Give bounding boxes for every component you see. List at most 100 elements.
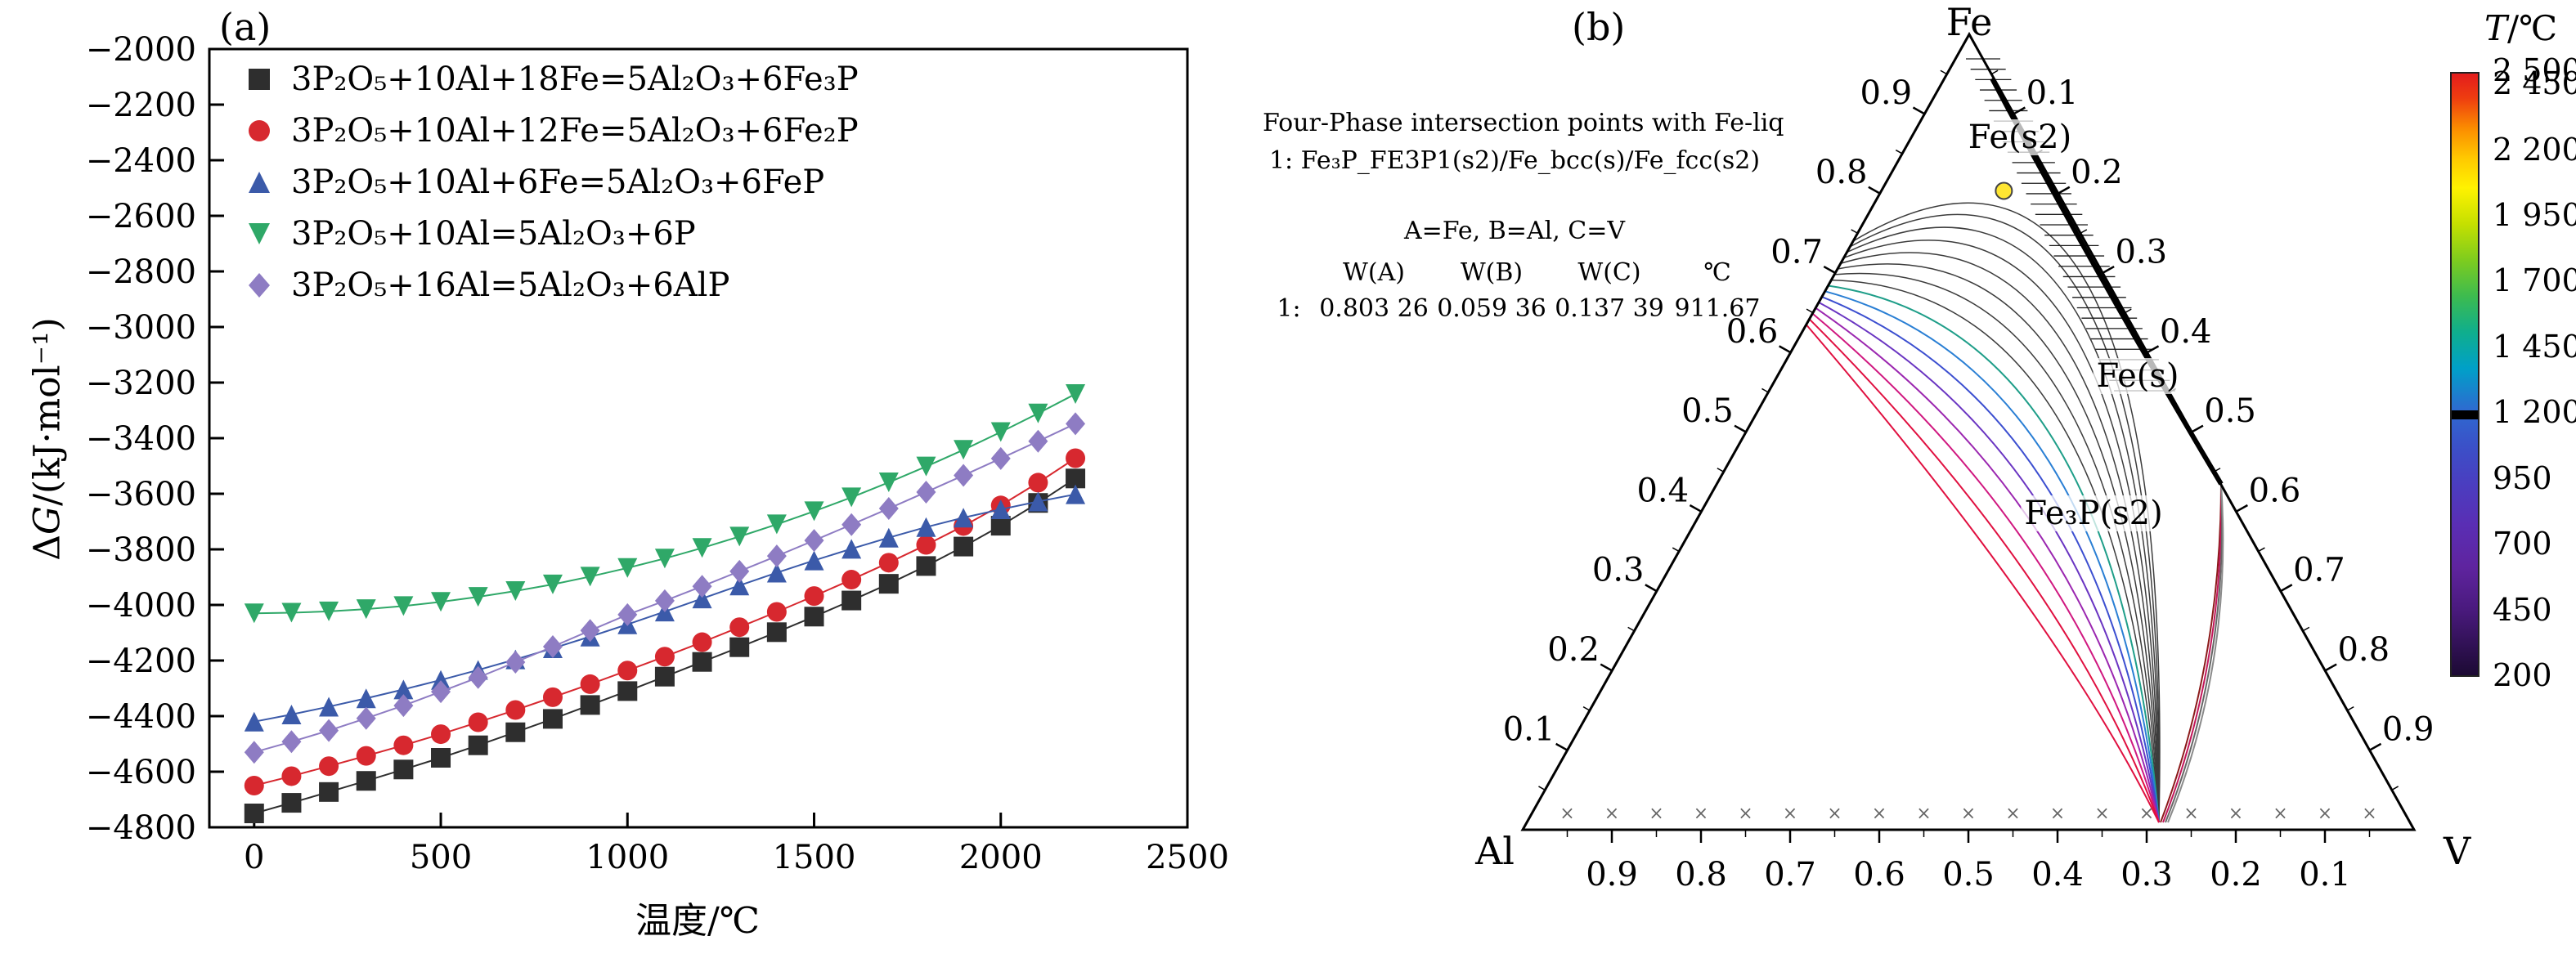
legend-label: 3P₂O₅+10Al=5Al₂O₃+6P: [291, 215, 696, 253]
svg-text:0.5: 0.5: [1942, 856, 1995, 894]
svg-text:−4400: −4400: [86, 698, 196, 736]
svg-text:×: ×: [1961, 804, 1976, 824]
colorbar-tick-label: 1 950: [2493, 196, 2576, 233]
region-label-fe3p-s2: Fe₃P(s2): [2021, 495, 2166, 531]
annotation-line-1: Four-Phase intersection points with Fe-l…: [1263, 109, 1784, 137]
svg-text:×: ×: [1783, 804, 1797, 824]
svg-text:−2800: −2800: [86, 253, 196, 291]
svg-text:×: ×: [2050, 804, 2065, 824]
svg-text:0.6: 0.6: [1853, 856, 1905, 894]
ternary-vertex-v: V: [2444, 829, 2471, 873]
svg-text:×: ×: [2273, 804, 2287, 824]
colorbar-title-units: /℃: [2507, 8, 2558, 48]
diamond-marker-icon: [249, 273, 270, 298]
svg-text:×: ×: [1694, 804, 1708, 824]
svg-text:−2600: −2600: [86, 198, 196, 235]
colorbar-tick-label: 200: [2493, 657, 2552, 693]
svg-text:−3600: −3600: [86, 476, 196, 513]
svg-text:0.4: 0.4: [2031, 856, 2084, 894]
svg-text:−4200: −4200: [86, 643, 196, 680]
svg-text:0.3: 0.3: [2115, 233, 2167, 271]
colorbar-black-band: [2452, 410, 2478, 420]
ternary-vertex-al: Al: [1475, 829, 1515, 873]
legend-item: 3P₂O₅+10Al+12Fe=5Al₂O₃+6Fe₂P: [242, 112, 859, 150]
colorbar-tick-label: 1 700: [2493, 262, 2576, 299]
svg-text:0.8: 0.8: [1815, 154, 1868, 191]
colorbar-tick-label: 450: [2493, 591, 2552, 628]
four-phase-point-marker: [1995, 181, 2013, 200]
svg-text:0.9: 0.9: [2382, 710, 2435, 748]
panel-a-x-axis-title: 温度/℃: [635, 900, 761, 942]
region-label-fe-s2: Fe(s2): [1964, 119, 2076, 155]
svg-text:0.2: 0.2: [2071, 154, 2123, 191]
legend-label: 3P₂O₅+10Al+6Fe=5Al₂O₃+6FeP: [291, 163, 825, 201]
colorbar-tick-label: 1 450: [2493, 328, 2576, 365]
svg-text:−2400: −2400: [86, 142, 196, 180]
colorbar-tick-label: 950: [2493, 459, 2552, 496]
svg-text:−3400: −3400: [86, 420, 196, 458]
legend-item: 3P₂O₅+10Al+6Fe=5Al₂O₃+6FeP: [242, 163, 859, 201]
svg-text:×: ×: [2005, 804, 2020, 824]
svg-text:0.8: 0.8: [2337, 631, 2390, 669]
svg-text:0.5: 0.5: [2204, 392, 2256, 430]
svg-text:×: ×: [2139, 804, 2154, 824]
annotation-line-3: A=Fe, B=Al, C=V: [1403, 217, 1626, 245]
ylabel-delta: Δ: [26, 534, 69, 561]
svg-text:0.6: 0.6: [2249, 472, 2301, 509]
colorbar-title-t: T: [2484, 8, 2508, 48]
colorbar-title: T/℃: [2484, 8, 2557, 48]
svg-text:−2000: −2000: [86, 31, 196, 69]
svg-text:1000: 1000: [586, 839, 669, 876]
region-label-fe-s: Fe(s): [2093, 358, 2183, 394]
svg-text:×: ×: [1916, 804, 1931, 824]
svg-text:×: ×: [1738, 804, 1752, 824]
triangle-down-marker-icon: [249, 223, 270, 244]
table-cell-wb: 0.059 36: [1437, 294, 1546, 323]
svg-text:×: ×: [2183, 804, 2198, 824]
series-circle: [244, 448, 1086, 795]
svg-text:0.6: 0.6: [1726, 313, 1779, 351]
colorbar-tick-label: 700: [2493, 526, 2552, 562]
svg-text:×: ×: [1560, 804, 1574, 824]
series-triangle-down: [244, 383, 1086, 624]
svg-text:×: ×: [1872, 804, 1887, 824]
legend-label: 3P₂O₅+16Al=5Al₂O₃+6AlP: [291, 267, 730, 304]
svg-text:−3000: −3000: [86, 309, 196, 347]
ternary-ticks: 0.9 0.8 0.7 0.6 0.5 0.4 0.3 0.2 0.1 0.1 0.2 0.3 0.4 0…: [1503, 69, 2435, 894]
square-marker-icon: [249, 69, 270, 90]
svg-text:2500: 2500: [1146, 839, 1229, 876]
annotation-line-2: 1: Fe₃P_FE3P1(s2)/Fe_bcc(s)/Fe_fcc(s2): [1268, 146, 1761, 175]
table-header-temp: ℃: [1703, 258, 1731, 287]
table-row-label: 1:: [1277, 294, 1301, 323]
ternary-vertex-fe: Fe: [1945, 0, 1993, 44]
table-cell-wc: 0.137 39: [1555, 294, 1664, 323]
panel-a-y-axis-title: ΔG/(kJ·mol⁻¹): [27, 317, 69, 561]
svg-text:0: 0: [244, 839, 264, 876]
table-header-wb: W(B): [1460, 258, 1524, 287]
svg-text:×: ×: [1649, 804, 1663, 824]
svg-text:0.9: 0.9: [1586, 856, 1638, 894]
svg-text:−4000: −4000: [86, 587, 196, 625]
svg-text:×: ×: [1827, 804, 1842, 824]
table-header-wa: W(A): [1343, 258, 1405, 287]
svg-text:−4800: −4800: [86, 809, 196, 847]
panel-a-label: (a): [219, 5, 272, 49]
colorbar-tick-label: 1 200: [2493, 394, 2576, 431]
svg-text:0.3: 0.3: [1592, 552, 1645, 589]
svg-text:0.4: 0.4: [2160, 313, 2212, 351]
svg-text:×: ×: [2362, 804, 2376, 824]
contour-fan: [1805, 202, 2224, 823]
svg-text:0.2: 0.2: [2210, 856, 2262, 894]
legend-label: 3P₂O₅+10Al+12Fe=5Al₂O₃+6Fe₂P: [291, 112, 859, 150]
legend-item: 3P₂O₅+16Al=5Al₂O₃+6AlP: [242, 267, 859, 304]
four-phase-annotation: Four-Phase intersection points with Fe-l…: [1263, 105, 1784, 327]
table-cell-wa: 0.803 26: [1319, 294, 1429, 323]
svg-text:0.5: 0.5: [1681, 392, 1734, 430]
colorbar-tick-label: 2 500: [2493, 52, 2576, 88]
circle-marker-icon: [249, 120, 270, 141]
table-corner-cell: [1263, 255, 1315, 291]
svg-text:−3800: −3800: [86, 531, 196, 569]
svg-text:500: 500: [410, 839, 472, 876]
svg-text:0.4: 0.4: [1636, 472, 1689, 509]
